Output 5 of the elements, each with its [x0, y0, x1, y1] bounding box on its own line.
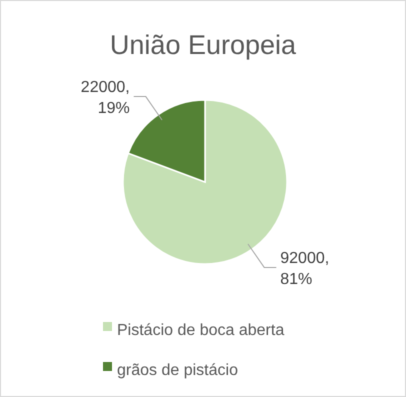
data-label: 92000, 81%: [280, 250, 330, 288]
legend-label: grãos de pistácio: [117, 362, 238, 380]
legend-label: Pistácio de boca aberta: [117, 322, 284, 340]
data-label: 22000, 19%: [80, 79, 130, 118]
chart-title: União Europeia: [110, 30, 298, 60]
